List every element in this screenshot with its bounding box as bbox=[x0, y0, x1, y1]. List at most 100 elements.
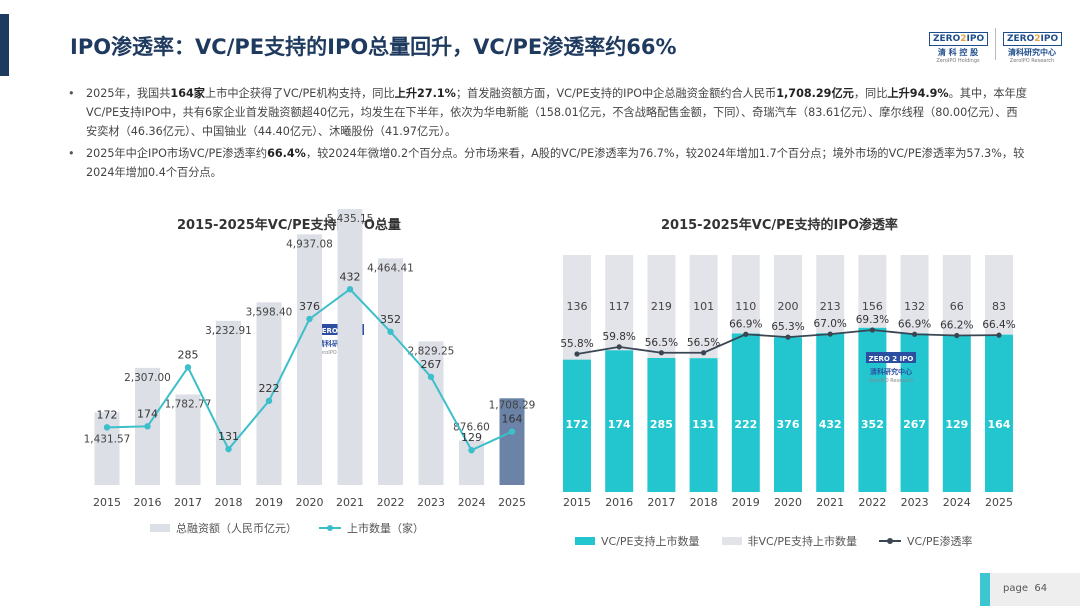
watermark-chart2-badge bbox=[866, 352, 916, 363]
financing-label: 1,708.29 bbox=[489, 399, 536, 411]
bullet-1-segment-2: ，较2024年微增0.2个百分点。分市场来看，A股的VC/PE渗透率为76.7%… bbox=[86, 147, 1025, 179]
bullet-0-segment-2: 上市中企获得了VC/PE机构支持，同比 bbox=[204, 87, 395, 100]
ipo-count-label: 174 bbox=[137, 407, 158, 420]
penetration-rate-point bbox=[701, 350, 707, 356]
vc-label: 352 bbox=[861, 418, 884, 431]
watermark-chart2-cn: 清科研究中心 bbox=[870, 367, 912, 376]
chart2-x-tick: 2018 bbox=[690, 496, 718, 509]
penetration-rate-point bbox=[996, 332, 1002, 338]
chart2-x-tick: 2019 bbox=[732, 496, 760, 509]
chart1-x-tick: 2021 bbox=[336, 496, 364, 509]
financing-label: 4,937.08 bbox=[286, 238, 333, 250]
chart1-x-tick: 2015 bbox=[93, 496, 121, 509]
non-vc-label: 156 bbox=[862, 300, 883, 313]
non-vc-label: 132 bbox=[904, 300, 925, 313]
bullet-0-segment-4: ；首发融资额方面，VC/PE支持的IPO中企总融资金额约合人民币 bbox=[455, 87, 777, 100]
chart2-title: 2015-2025年VC/PE支持的IPO渗透率 bbox=[661, 218, 898, 233]
ipo-count-label: 129 bbox=[461, 431, 482, 444]
bullet-0-segment-5: 1,708.29亿元 bbox=[776, 87, 854, 100]
logo-separator bbox=[995, 28, 996, 60]
ipo-count-point bbox=[184, 364, 192, 371]
legend-item-non-vc: 非VC/PE支持上市数量 bbox=[721, 533, 857, 549]
vc-label: 164 bbox=[988, 418, 1011, 431]
chart1-x-tick: 2016 bbox=[134, 496, 162, 509]
page-box bbox=[990, 573, 1080, 606]
bullet-0-segment-0: 2025年，我国共 bbox=[86, 87, 171, 100]
ipo-count-label: 352 bbox=[380, 313, 401, 326]
vc-label: 267 bbox=[903, 418, 926, 431]
financing-bar bbox=[337, 209, 363, 485]
bullet-1: 2025年中企IPO市场VC/PE渗透率约66.4%，较2024年微增0.2个百… bbox=[66, 144, 1028, 182]
vc-bar bbox=[605, 350, 634, 492]
chart1-x-tick: 2022 bbox=[377, 496, 405, 509]
ipo-count-label: 131 bbox=[218, 430, 239, 443]
financing-bar bbox=[297, 234, 322, 485]
chart2-x-tick: 2023 bbox=[901, 496, 929, 509]
financing-bar bbox=[378, 258, 403, 485]
non-vc-bar bbox=[985, 255, 1013, 335]
financing-label: 4,464.41 bbox=[367, 262, 414, 274]
penetration-rate-point bbox=[658, 350, 665, 356]
non-vc-label: 101 bbox=[693, 300, 714, 313]
legend-item-vc: VC/PE支持上市数量 bbox=[575, 533, 700, 549]
non-vc-bar bbox=[647, 255, 676, 358]
ipo-count-label: 164 bbox=[502, 413, 523, 426]
penetration-rate-point bbox=[743, 331, 749, 337]
penetration-rate-label: 66.2% bbox=[940, 320, 973, 332]
financing-bar bbox=[94, 412, 120, 485]
financing-label: 5,435.15 bbox=[327, 213, 374, 225]
penetration-rate-point bbox=[954, 332, 960, 339]
ipo-count-point bbox=[468, 447, 475, 454]
bullet-0-segment-3: 上升27.1% bbox=[394, 87, 456, 100]
page-title: IPO渗透率：VC/PE支持的IPO总量回升，VC/PE渗透率约66% bbox=[70, 35, 677, 59]
financing-bar bbox=[499, 398, 525, 485]
vc-label: 172 bbox=[566, 418, 589, 431]
chart1-x-tick: 2023 bbox=[417, 496, 445, 509]
ipo-count-point bbox=[387, 328, 394, 335]
chart1-x-tick: 2019 bbox=[255, 496, 283, 509]
non-vc-bar bbox=[900, 255, 929, 334]
penetration-rate-label: 56.5% bbox=[687, 337, 720, 349]
legend-item-rate: VC/PE渗透率 bbox=[879, 533, 973, 549]
zeroipo-holdings-logo: ZERO2IPO 清 科 控 股 ZeroIPO Holdings bbox=[929, 26, 989, 64]
ipo-count-point bbox=[427, 373, 435, 381]
chart2-x-tick: 2025 bbox=[985, 496, 1013, 509]
vc-label: 129 bbox=[945, 418, 968, 431]
financing-bar bbox=[256, 302, 282, 485]
vc-label: 222 bbox=[734, 418, 757, 431]
chart2-legend: VC/PE支持上市数量 非VC/PE支持上市数量 VC/PE渗透率 bbox=[575, 533, 995, 549]
non-vc-label: 200 bbox=[778, 300, 799, 313]
vc-bar bbox=[731, 333, 760, 492]
bullet-0-segment-1: 164家 bbox=[170, 87, 205, 100]
ipo-count-label: 267 bbox=[421, 358, 442, 371]
vc-bar bbox=[942, 335, 971, 492]
ipo-count-label: 285 bbox=[178, 348, 199, 361]
bullet-1-segment-0: 2025年中企IPO市场VC/PE渗透率约 bbox=[86, 147, 268, 160]
chart1-legend: 总融资额（人民币亿元） 上市数量（家） bbox=[150, 520, 446, 536]
vc-bar bbox=[689, 358, 718, 492]
vc-label: 376 bbox=[777, 418, 800, 431]
penetration-rate-label: 67.0% bbox=[814, 318, 847, 330]
bullet-0-segment-8: 。其中，本年度VC/PE支持IPO中，共有6家企业首发融资额超40亿元，均发生在… bbox=[86, 87, 1027, 138]
watermark-chart2-brand: ZERO 2 IPO bbox=[869, 355, 914, 363]
bullet-0-segment-6: ，同比 bbox=[853, 87, 888, 100]
bullet-1-segment-1: 66.4% bbox=[267, 147, 306, 160]
legend-item-ipo-count: 上市数量（家） bbox=[319, 520, 424, 536]
chart2-x-tick: 2016 bbox=[605, 496, 633, 509]
ipo-count-point bbox=[225, 445, 232, 453]
chart1-x-tick: 2017 bbox=[174, 496, 202, 509]
page-tab bbox=[980, 573, 990, 606]
penetration-rate-label: 65.3% bbox=[771, 321, 804, 333]
chart2-x-tick: 2015 bbox=[563, 496, 591, 509]
vc-bar bbox=[816, 333, 845, 492]
financing-label: 2,829.25 bbox=[408, 345, 455, 357]
ipo-count-point bbox=[144, 423, 151, 430]
non-vc-bar bbox=[858, 255, 887, 328]
watermark-chart2-en: ZeroIPO Research bbox=[869, 378, 913, 384]
non-vc-label: 117 bbox=[609, 300, 630, 313]
vc-label: 432 bbox=[819, 418, 842, 431]
non-vc-label: 66 bbox=[950, 300, 964, 313]
ipo-count-point bbox=[508, 428, 516, 435]
financing-label: 1,782.77 bbox=[165, 398, 212, 410]
